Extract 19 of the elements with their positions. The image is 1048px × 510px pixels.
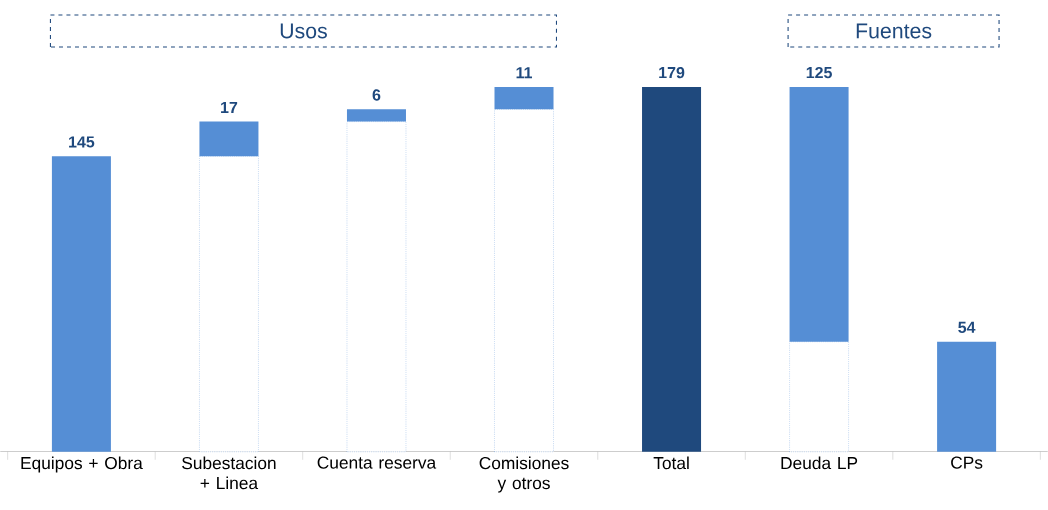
x-tick-label: Deuda LP [781,456,858,470]
data-label: 179 [659,67,685,79]
x-tick-label: Subestacion + Linea [182,456,276,490]
data-label: 54 [958,321,976,334]
x-tick-label: Comisiones y otros [479,456,569,493]
data-label: 17 [221,102,238,114]
text: Usos [280,23,327,39]
data-label: 125 [806,67,832,79]
x-tick-label: Equipos + Obra [21,456,143,473]
bar [937,341,997,452]
x-tick-label: Total [653,456,689,470]
data-label: 6 [372,89,381,101]
text: Fuentes [856,23,932,39]
bar [642,87,702,452]
bar [51,156,111,452]
x-tick-label: Cuenta reserva [317,456,437,469]
data-label: 145 [69,136,95,148]
data-label: 11 [516,67,533,79]
x-tick-label: CPs [951,456,983,469]
